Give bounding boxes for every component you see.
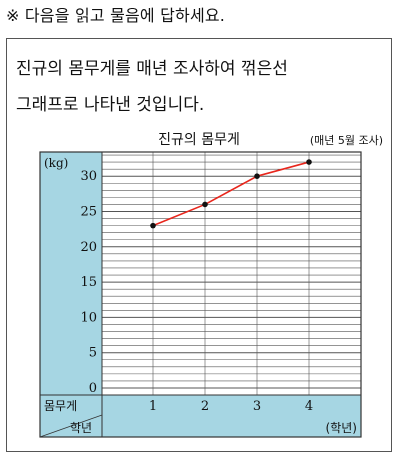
data-point xyxy=(306,159,312,165)
x-tick-label: 2 xyxy=(201,399,209,414)
y-tick-label: 30 xyxy=(80,169,97,184)
corner-diagonal xyxy=(39,414,103,438)
question-box: 진규의 몸무게를 매년 조사하여 꺾은선 그래프로 나타낸 것입니다. 진규의 … xyxy=(6,38,392,452)
chart-title: 진규의 몸무게 xyxy=(158,132,240,148)
plot-area xyxy=(102,152,361,395)
y-tick-label: 25 xyxy=(80,205,97,220)
series-line-segment xyxy=(256,161,310,177)
corner-label-weight: 몸무게 xyxy=(44,399,77,413)
y-tick-label: 10 xyxy=(80,310,97,325)
x-axis-panel xyxy=(102,395,361,437)
y-tick-label: 0 xyxy=(89,381,97,396)
y-tick-label: 20 xyxy=(80,240,97,255)
y-axis-unit-label: (kg) xyxy=(44,156,68,170)
x-tick-label: 1 xyxy=(149,399,157,414)
chart-note: (매년 5월 조사) xyxy=(309,134,383,147)
x-tick-label: 3 xyxy=(253,399,261,414)
y-tick-label: 5 xyxy=(89,346,97,361)
series-line-segment xyxy=(152,203,206,227)
series-line-segment xyxy=(204,175,258,206)
question-line-2: 그래프로 나타낸 것입니다. xyxy=(16,95,205,115)
instruction-text: ※ 다음을 읽고 물음에 답하세요. xyxy=(6,6,226,25)
x-axis-unit-label: (학년) xyxy=(326,421,357,435)
y-tick-label: 15 xyxy=(80,275,97,290)
question-text: 진규의 몸무게를 매년 조사하여 꺾은선 그래프로 나타낸 것입니다. xyxy=(16,51,386,123)
question-line-1: 진규의 몸무게를 매년 조사하여 꺾은선 xyxy=(16,59,288,79)
x-tick-label: 4 xyxy=(305,399,313,414)
y-axis-panel xyxy=(40,152,102,437)
chart-frame xyxy=(39,151,362,438)
data-point xyxy=(150,222,156,229)
corner-label-grade: 학년 xyxy=(70,421,92,435)
data-point xyxy=(202,201,208,208)
data-point xyxy=(254,173,260,179)
